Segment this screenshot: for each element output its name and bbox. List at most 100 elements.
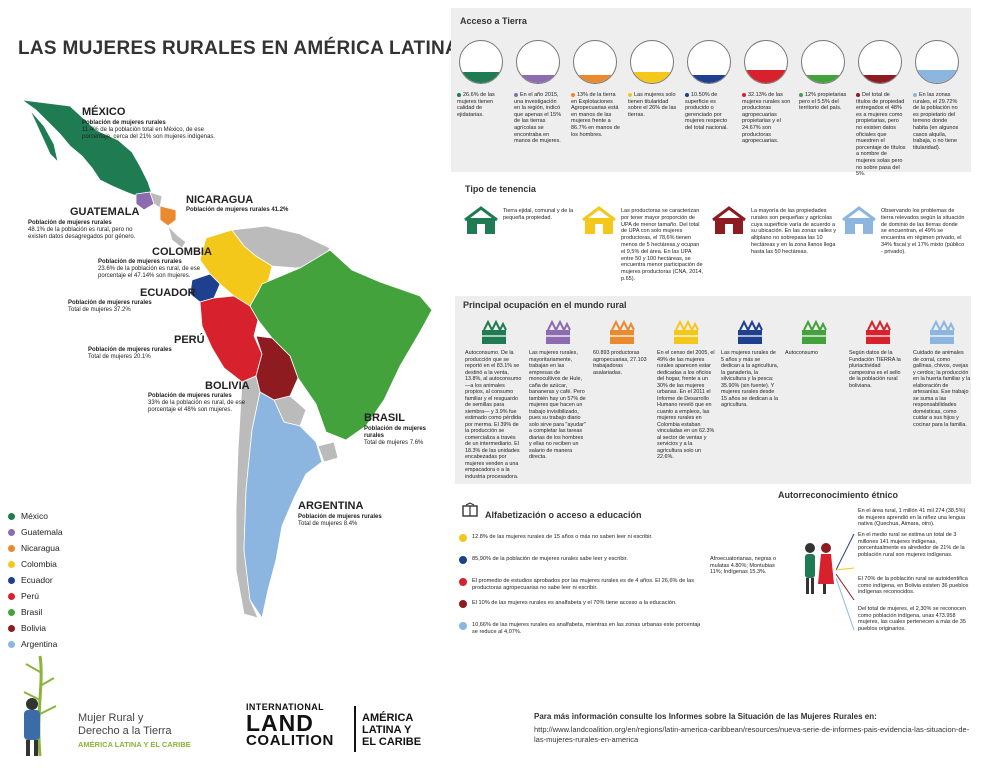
literacy-text: El 10% de las mujeres rurales es analfab… bbox=[472, 600, 677, 606]
grain-basket-icon bbox=[671, 319, 701, 346]
jar-fill-level bbox=[802, 75, 844, 83]
tenencia-text: Observando los problemas de tierra relev… bbox=[881, 208, 965, 255]
land-access-text: 32.13% de las mujeres rurales son produc… bbox=[742, 92, 792, 145]
literacy-dot bbox=[459, 556, 467, 564]
mexico-line3: porcentaje, cerca del 21% son mujeres in… bbox=[82, 134, 216, 140]
map-mexico bbox=[21, 99, 153, 199]
woman-farmer-illustration bbox=[23, 655, 57, 757]
literacy-dot bbox=[459, 600, 467, 608]
literacy-dot bbox=[459, 622, 467, 630]
ocupacion-text: Las mujeres rurales de 5 años y más se d… bbox=[721, 350, 779, 408]
label-brasil: BRASIL bbox=[364, 412, 405, 424]
mexico-line2: 11.4% de la población total en México, d… bbox=[82, 127, 204, 133]
info-mexico: Población de mujeres rurales 11.4% de la… bbox=[82, 120, 302, 141]
etnico-left-text: Afroecuatorianas, negras o mulatas 4.80%… bbox=[710, 556, 777, 576]
guatemala-line1: Población de mujeres rurales bbox=[28, 220, 112, 226]
land-access-jar bbox=[915, 40, 959, 84]
logo-divider bbox=[354, 706, 356, 752]
info-peru: Población de mujeres rurales Total de mu… bbox=[88, 347, 208, 361]
land-access-text-content: 26.6% de las mujeres tienen calidad de e… bbox=[457, 92, 495, 118]
ecuador-line2: Total de mujeres 37.2% bbox=[68, 307, 131, 313]
ethnic-item-text: En el área rural, 1 millón 41 mil 274 (3… bbox=[858, 508, 966, 528]
bullet-dot bbox=[514, 92, 518, 97]
label-guatemala: GUATEMALA bbox=[70, 206, 140, 218]
land-access-text-content: Las mujeres solo tienen titularidad sobr… bbox=[628, 92, 677, 118]
peru-line2: Total de mujeres 20.1% bbox=[88, 354, 151, 360]
legend-item: Perú bbox=[8, 588, 63, 604]
nicaragua-line1: Población de mujeres rurales 41.2% bbox=[186, 207, 289, 213]
more-info: Para más información consulte los Inform… bbox=[534, 712, 974, 745]
literacy-item: El promedio de estudios aprobados por la… bbox=[459, 578, 709, 592]
land-access-jar bbox=[573, 40, 617, 84]
literacy-text: 10,66% de las mujeres rurales es analfab… bbox=[472, 622, 702, 635]
legend-item: Brasil bbox=[8, 604, 63, 620]
more-info-url[interactable]: http://www.landcoalition.org/en/regions/… bbox=[534, 725, 970, 744]
ocupacion-text: 60.893 productoras agropecuarias, 27.103… bbox=[593, 350, 647, 376]
literacy-item: El 10% de las mujeres rurales es analfab… bbox=[459, 600, 709, 608]
ethnic-item-text: Del total de mujeres, el 2,30% se recono… bbox=[858, 606, 966, 632]
land-access-text-content: Del total de títulos de propiedad entreg… bbox=[856, 92, 906, 178]
ilc-logo: INTERNATIONAL LAND COALITION bbox=[246, 702, 334, 748]
land-access-text-content: En el año 2015, una investigación en la … bbox=[514, 92, 562, 145]
land-access-text-content: En las zonas rurales, el 29.72% de la po… bbox=[913, 92, 959, 151]
map-legend: México Guatemala Nicaragua Colombia Ecuador P… bbox=[8, 508, 63, 652]
tenencia-title: Tipo de tenencia bbox=[465, 184, 536, 194]
guatemala-line3: existen datos desagregados por género. bbox=[28, 234, 136, 240]
literacy-item: 12.8% de las mujeres rurales de 15 años … bbox=[459, 534, 709, 542]
literacy-item: 10,66% de las mujeres rurales es analfab… bbox=[459, 622, 709, 636]
literacy-item: 85,90% de la población de mujeres rurale… bbox=[459, 556, 709, 564]
land-access-jar bbox=[801, 40, 845, 84]
ocupacion-text: Autoconsumo. De la producción que se rep… bbox=[465, 350, 522, 480]
produce-basket-icon bbox=[799, 319, 829, 346]
argentina-line2: Total de mujeres 8.4% bbox=[298, 521, 358, 527]
label-nicaragua: NICARAGUA bbox=[186, 194, 254, 206]
book-icon bbox=[462, 502, 478, 517]
peru-line1: Población de mujeres rurales bbox=[88, 347, 172, 353]
bolivia-line3: porcentaje el 48% son mujeres. bbox=[148, 407, 233, 413]
jar-fill-level bbox=[517, 75, 559, 83]
fruit-crate-icon bbox=[863, 319, 893, 346]
bolivia-line1: Población de mujeres rurales bbox=[148, 393, 232, 399]
region-line2: LATINA Y bbox=[362, 724, 412, 736]
info-nicaragua: Población de mujeres rurales 41.2% bbox=[186, 207, 336, 214]
land-access-jar bbox=[744, 40, 788, 84]
workers-icon bbox=[735, 319, 765, 346]
legend-item: Guatemala bbox=[8, 524, 63, 540]
region-line3: EL CARIBE bbox=[362, 736, 422, 748]
map-guatemala bbox=[135, 191, 155, 211]
bullet-dot bbox=[799, 92, 803, 97]
literacy-dot bbox=[459, 578, 467, 586]
vegetables-icon bbox=[543, 319, 573, 346]
land-access-text: En el año 2015, una investigación en la … bbox=[514, 92, 564, 145]
footer-brand-line1: Mujer Rural y bbox=[78, 712, 144, 724]
legend-dot bbox=[8, 608, 15, 616]
land-access-text-content: 32.13% de las mujeres rurales son produc… bbox=[742, 92, 791, 145]
map-argentina bbox=[243, 391, 323, 620]
land-access-jar bbox=[459, 40, 503, 84]
tenencia-text: La mayoría de las propiedades rurales so… bbox=[751, 208, 836, 255]
jar-fill-level bbox=[859, 75, 901, 83]
info-guatemala: Población de mujeres rurales 48.1% de la… bbox=[28, 220, 168, 241]
legend-item: Argentina bbox=[8, 636, 63, 652]
tenencia-text: Tierra ejidal, comunal y de la pequeña p… bbox=[503, 208, 574, 221]
info-argentina: Población de mujeres rurales Total de mu… bbox=[298, 514, 418, 528]
legend-dot bbox=[8, 640, 15, 648]
sun-field-icon bbox=[841, 204, 877, 243]
legend-dot bbox=[8, 576, 15, 584]
info-bolivia: Población de mujeres rurales 33% de la p… bbox=[148, 393, 268, 414]
jar-fill-level bbox=[688, 75, 730, 83]
colombia-line1: Población de mujeres rurales bbox=[98, 259, 182, 265]
ecuador-line1: Población de mujeres rurales bbox=[68, 300, 152, 306]
land-access-text: 12% propietarias pero el 5.5% del territ… bbox=[799, 92, 849, 112]
brasil-line2: rurales bbox=[364, 433, 385, 439]
guatemala-line2: 48.1% de la población es rural, pero no bbox=[28, 227, 133, 233]
ocupacion-panel: Principal ocupación en el mundo rural Au… bbox=[455, 296, 971, 484]
etnico-panel: Autorreconocimiento étnico Afroecuatoria… bbox=[700, 490, 972, 640]
alfabetizacion-title: Alfabetización o acceso a educación bbox=[485, 510, 642, 520]
page-title: LAS MUJERES RURALES EN AMÉRICA LATINA bbox=[18, 38, 460, 59]
ilc-line1: INTERNATIONAL bbox=[246, 702, 325, 712]
legend-item: México bbox=[8, 508, 63, 524]
livestock-icon bbox=[927, 319, 957, 346]
jar-fill-level bbox=[574, 75, 616, 83]
brasil-line1: Población de mujeres bbox=[364, 426, 427, 432]
